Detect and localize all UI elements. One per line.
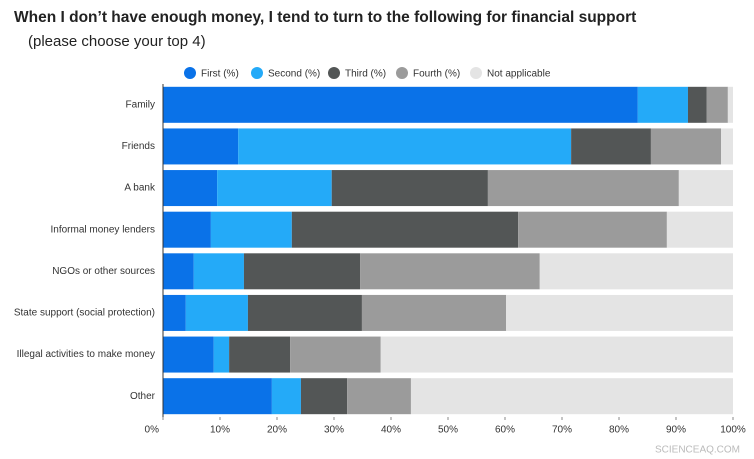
bar-segment: [487, 170, 679, 207]
legend-label: First (%): [201, 69, 239, 80]
bar-segment: [163, 86, 638, 123]
legend-label: Third (%): [345, 69, 386, 80]
y-tick-label: Friends: [122, 141, 155, 152]
bar-segment: [361, 294, 507, 331]
bar-segment: [185, 294, 248, 331]
x-tick-label: 0%: [145, 425, 160, 436]
bar-segment: [163, 336, 214, 373]
x-tick-label: 70%: [552, 425, 572, 436]
bar-segment: [721, 128, 733, 165]
y-tick-label: Illegal activities to make money: [17, 349, 155, 360]
x-tick-label: 10%: [210, 425, 230, 436]
x-tick-label: 20%: [267, 425, 287, 436]
bar-segment: [518, 211, 667, 248]
bar-segment: [243, 253, 361, 290]
bar-segment: [193, 253, 244, 290]
bar-segment: [331, 170, 488, 207]
y-tick-label: Family: [126, 99, 155, 110]
bar-segment: [290, 336, 381, 373]
x-tick-label: 100%: [720, 425, 746, 436]
y-tick-label: State support (social protection): [14, 308, 155, 319]
bar-segment: [706, 86, 728, 123]
bar-segment: [380, 336, 733, 373]
bar-segment: [210, 211, 292, 248]
bar-segment: [271, 378, 301, 415]
x-tick-label: 40%: [381, 425, 401, 436]
x-tick-label: 90%: [666, 425, 686, 436]
legend-swatch: [184, 67, 196, 79]
bar-segment: [247, 294, 362, 331]
legend-swatch: [328, 67, 340, 79]
bar-segment: [347, 378, 411, 415]
bar-segment: [163, 253, 194, 290]
bar-segment: [229, 336, 291, 373]
bar-segment: [163, 294, 186, 331]
bar-segment: [506, 294, 733, 331]
bar-segment: [291, 211, 519, 248]
bar-segment: [410, 378, 733, 415]
legend-label: Second (%): [268, 69, 320, 80]
bar-segment: [163, 378, 272, 415]
bar-segment: [163, 128, 239, 165]
legend-swatch: [251, 67, 263, 79]
bar-segment: [213, 336, 230, 373]
bar-segment: [163, 170, 218, 207]
bar-segment: [539, 253, 733, 290]
y-tick-label: Informal money lenders: [51, 224, 156, 235]
bar-segment: [360, 253, 540, 290]
bar-segment: [666, 211, 733, 248]
bar-segment: [571, 128, 651, 165]
y-tick-label: NGOs or other sources: [52, 266, 155, 277]
bar-segment: [650, 128, 722, 165]
bar-segment: [300, 378, 348, 415]
x-tick-label: 60%: [495, 425, 515, 436]
watermark: SCIENCEAQ.COM: [655, 445, 740, 456]
x-tick-label: 30%: [324, 425, 344, 436]
y-tick-label: A bank: [124, 183, 156, 194]
legend-swatch: [396, 67, 408, 79]
bar-segment: [637, 86, 688, 123]
legend-label: Not applicable: [487, 69, 551, 80]
legend-swatch: [470, 67, 482, 79]
bar-segment: [678, 170, 733, 207]
bar-segment: [163, 211, 211, 248]
bar-segment: [238, 128, 572, 165]
bar-segment: [687, 86, 707, 123]
bar-segment: [217, 170, 332, 207]
chart-title: When I don’t have enough money, I tend t…: [14, 9, 636, 26]
y-tick-label: Other: [130, 391, 156, 402]
x-tick-label: 80%: [609, 425, 629, 436]
chart-subtitle: (please choose your top 4): [28, 33, 206, 50]
legend-label: Fourth (%): [413, 69, 460, 80]
x-tick-label: 50%: [438, 425, 458, 436]
bar-segment: [727, 86, 733, 123]
